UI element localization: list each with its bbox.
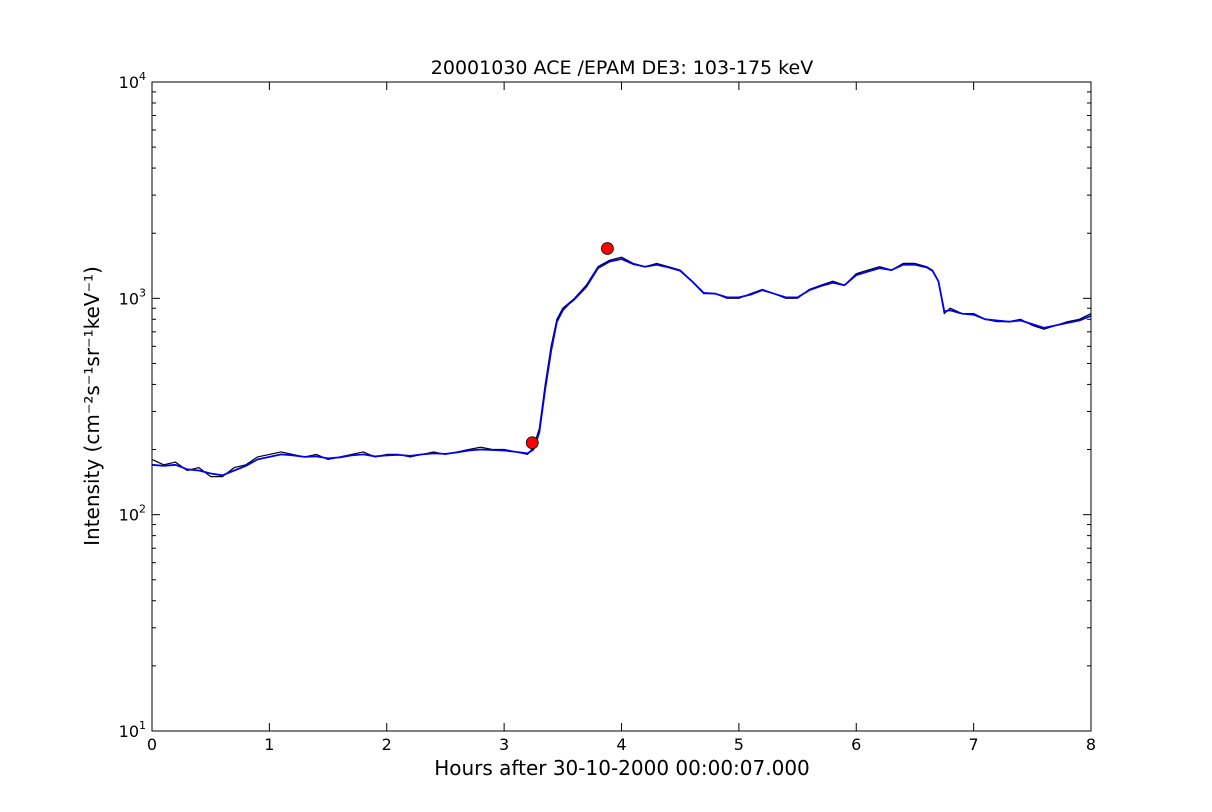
x-tick-label: 2 [382,735,392,754]
x-tick-labels: 0 1 2 3 4 5 6 7 8 [147,735,1096,754]
chart-title: 20001030 ACE /EPAM DE3: 103-175 keV [431,57,813,79]
plot-area [151,81,1092,732]
y-tick-labels: 101 102 103 104 [119,70,146,741]
y-axis-label: Intensity (cm⁻²s⁻¹sr⁻¹keV⁻¹) [80,266,104,546]
y-tick-label: 103 [119,286,146,308]
marker-group [525,242,614,450]
series-line-smoothed [151,258,1092,477]
tick-group [151,81,1092,732]
y-tick-label: 104 [119,70,146,92]
x-tick-label: 8 [1086,735,1096,754]
y-tick-label: 101 [119,719,146,741]
x-tick-label: 7 [969,735,979,754]
x-tick-label: 1 [264,735,274,754]
x-axis-label: Hours after 30-10-2000 00:00:07.000 [434,756,810,780]
y-tick-label: 102 [119,503,146,525]
series-group [151,256,1092,478]
x-tick-label: 0 [147,735,157,754]
event-marker-2 [601,242,614,255]
event-marker-1 [525,436,539,450]
x-tick-label: 6 [851,735,861,754]
x-tick-label: 3 [499,735,509,754]
x-tick-label: 4 [616,735,626,754]
x-tick-label: 5 [734,735,744,754]
